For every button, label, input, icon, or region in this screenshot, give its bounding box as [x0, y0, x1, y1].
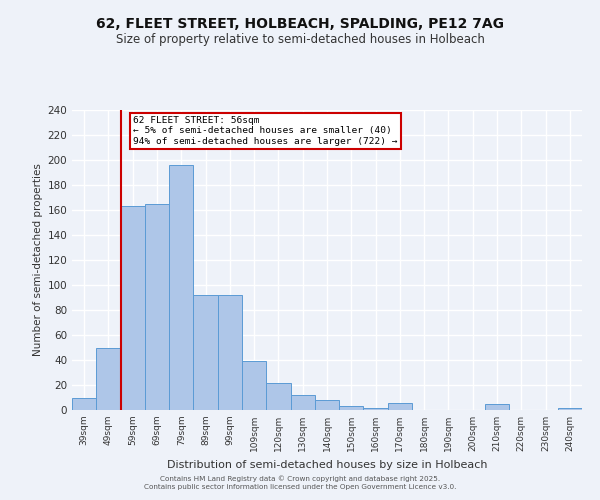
Bar	[145, 204, 169, 410]
Bar	[169, 165, 193, 410]
Bar	[242, 361, 266, 410]
Bar	[121, 206, 145, 410]
Bar	[96, 348, 121, 410]
Bar	[315, 400, 339, 410]
Y-axis label: Number of semi-detached properties: Number of semi-detached properties	[33, 164, 43, 356]
Text: 62, FLEET STREET, HOLBEACH, SPALDING, PE12 7AG: 62, FLEET STREET, HOLBEACH, SPALDING, PE…	[96, 18, 504, 32]
Text: Size of property relative to semi-detached houses in Holbeach: Size of property relative to semi-detach…	[116, 32, 484, 46]
Bar	[339, 406, 364, 410]
Bar	[364, 408, 388, 410]
Bar	[388, 402, 412, 410]
Bar	[193, 295, 218, 410]
Text: 62 FLEET STREET: 56sqm
← 5% of semi-detached houses are smaller (40)
94% of semi: 62 FLEET STREET: 56sqm ← 5% of semi-deta…	[133, 116, 398, 146]
Bar	[485, 404, 509, 410]
Text: Contains HM Land Registry data © Crown copyright and database right 2025.
Contai: Contains HM Land Registry data © Crown c…	[144, 475, 456, 490]
Bar	[72, 398, 96, 410]
Bar	[266, 382, 290, 410]
Bar	[290, 395, 315, 410]
Bar	[218, 295, 242, 410]
Bar	[558, 408, 582, 410]
X-axis label: Distribution of semi-detached houses by size in Holbeach: Distribution of semi-detached houses by …	[167, 460, 487, 469]
